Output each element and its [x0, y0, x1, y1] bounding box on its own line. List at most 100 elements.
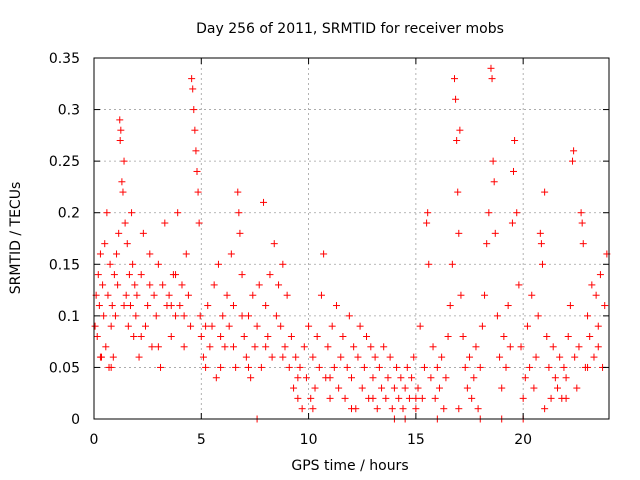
data-point — [109, 353, 117, 361]
data-point — [309, 405, 317, 413]
data-point — [238, 312, 246, 320]
data-point — [423, 219, 431, 227]
data-point — [93, 332, 101, 340]
data-point — [399, 405, 407, 413]
data-point — [262, 302, 270, 310]
x-tick-label: 20 — [514, 432, 532, 448]
data-point — [122, 291, 130, 299]
data-point — [470, 374, 478, 382]
data-point — [476, 363, 484, 371]
data-point — [96, 250, 104, 258]
data-point — [190, 106, 198, 114]
data-point — [223, 291, 231, 299]
y-tick-label: 0.35 — [49, 51, 80, 67]
data-point — [279, 260, 287, 268]
data-point — [167, 302, 175, 310]
data-point — [543, 332, 551, 340]
data-point — [545, 363, 553, 371]
data-point — [229, 343, 237, 351]
data-point — [206, 343, 214, 351]
data-point — [154, 343, 162, 351]
data-point — [236, 229, 244, 237]
data-point — [266, 271, 274, 279]
data-point — [324, 343, 332, 351]
data-point — [451, 75, 458, 83]
data-point — [192, 147, 200, 155]
data-point — [251, 343, 259, 351]
data-point — [102, 343, 110, 351]
data-point — [214, 260, 222, 268]
data-point — [523, 322, 531, 330]
data-point — [197, 332, 205, 340]
data-point — [496, 353, 504, 361]
data-point — [384, 374, 392, 382]
data-point — [298, 405, 306, 413]
data-point — [302, 374, 310, 382]
data-point — [139, 229, 147, 237]
data-point — [117, 126, 125, 134]
x-axis: 0 5 10 15 20 — [90, 58, 532, 448]
data-point — [431, 394, 439, 402]
data-point — [532, 353, 540, 361]
data-point — [195, 219, 203, 227]
data-point — [235, 209, 243, 217]
data-point — [182, 250, 190, 258]
data-point — [264, 332, 272, 340]
data-point — [180, 312, 188, 320]
data-point — [330, 363, 338, 371]
data-point — [534, 312, 542, 320]
data-point — [217, 332, 225, 340]
data-point — [167, 332, 175, 340]
data-point — [472, 343, 480, 351]
data-point — [339, 332, 347, 340]
y-tick-label: 0.1 — [58, 309, 80, 325]
y-tick-label: 0.2 — [58, 206, 80, 222]
data-point — [176, 302, 184, 310]
data-point — [395, 394, 403, 402]
data-point — [586, 332, 594, 340]
data-point — [187, 322, 195, 330]
data-point — [275, 281, 283, 289]
data-point — [367, 343, 375, 351]
data-point — [590, 353, 598, 361]
x-tick-label: 10 — [300, 432, 318, 448]
data-point — [403, 363, 411, 371]
data-point — [382, 394, 390, 402]
data-point — [217, 363, 225, 371]
data-point — [549, 343, 557, 351]
data-point — [129, 260, 137, 268]
data-point — [262, 343, 270, 351]
data-point — [483, 240, 491, 248]
data-point — [474, 405, 482, 413]
data-point — [442, 374, 450, 382]
data-point — [292, 353, 300, 361]
data-point — [459, 332, 467, 340]
data-point — [305, 322, 313, 330]
data-point — [488, 75, 496, 83]
data-point — [508, 219, 516, 227]
data-point — [547, 394, 555, 402]
plot-frame — [93, 57, 610, 420]
data-point — [456, 126, 464, 134]
data-point — [410, 353, 418, 361]
data-point — [115, 229, 123, 237]
data-point — [184, 291, 192, 299]
data-point — [360, 363, 368, 371]
data-point — [174, 209, 182, 217]
data-point — [504, 302, 512, 310]
data-point — [424, 209, 432, 217]
data-point — [438, 353, 446, 361]
data-point — [204, 302, 212, 310]
data-point — [279, 353, 287, 361]
data-point — [335, 384, 343, 392]
data-point — [245, 312, 252, 320]
data-point — [130, 332, 138, 340]
data-point — [592, 291, 600, 299]
data-point — [386, 353, 394, 361]
data-point — [569, 157, 577, 165]
data-point — [566, 302, 574, 310]
data-point — [113, 250, 121, 258]
data-point — [356, 322, 364, 330]
data-point — [332, 302, 340, 310]
